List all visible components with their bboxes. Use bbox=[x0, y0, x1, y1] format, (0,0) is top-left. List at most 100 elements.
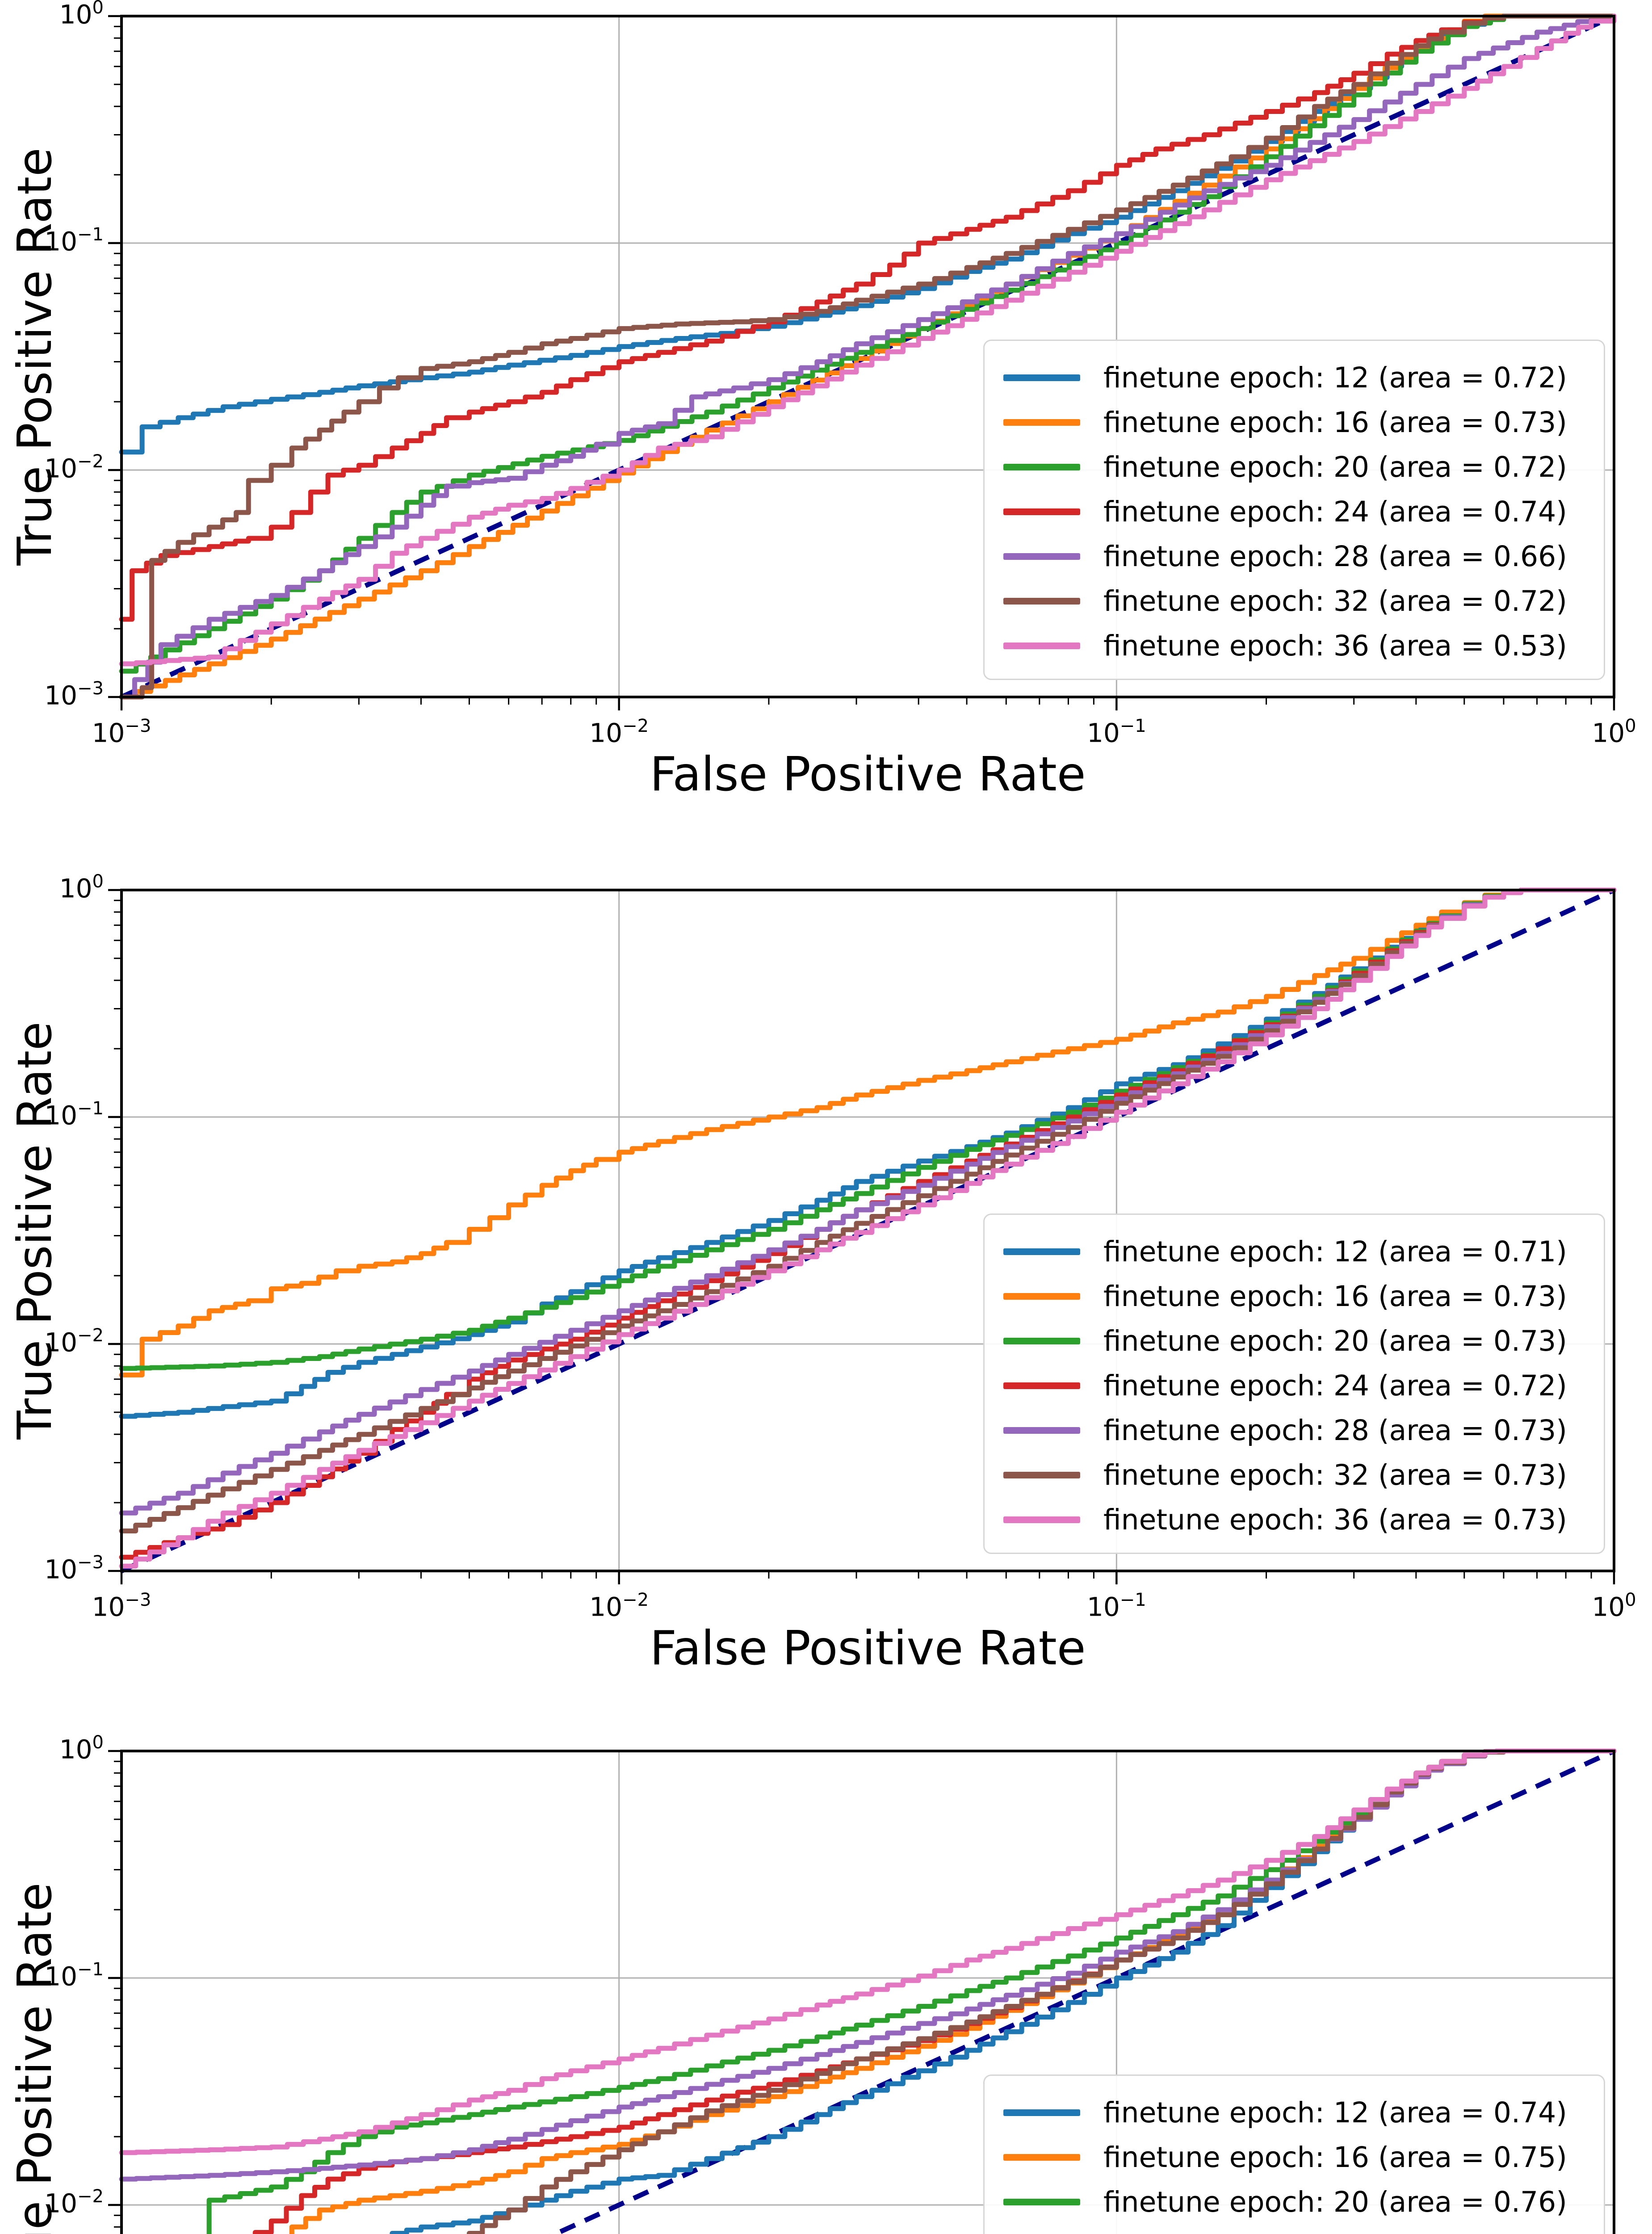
x-tick-label: 10−3 bbox=[92, 1590, 151, 1622]
legend-line-swatch bbox=[1003, 463, 1080, 470]
legend-entry-label: finetune epoch: 36 (area = 0.53) bbox=[1103, 629, 1567, 662]
x-tick-label: 100 bbox=[1592, 1590, 1636, 1622]
x-axis-label: False Positive Rate bbox=[650, 1621, 1086, 1676]
legend-entry-label: finetune epoch: 28 (area = 0.73) bbox=[1103, 1414, 1567, 1447]
x-tick-label: 10−2 bbox=[589, 1590, 649, 1622]
legend-entry: finetune epoch: 32 (area = 0.72) bbox=[1003, 579, 1599, 623]
legend-entry: finetune epoch: 12 (area = 0.74) bbox=[1003, 2090, 1599, 2135]
legend-entry: finetune epoch: 36 (area = 0.73) bbox=[1003, 1497, 1599, 1542]
legend-line-swatch bbox=[1003, 2109, 1080, 2116]
legend-entry-label: finetune epoch: 16 (area = 0.73) bbox=[1103, 1280, 1567, 1313]
legend-entry-label: finetune epoch: 28 (area = 0.66) bbox=[1103, 540, 1567, 573]
x-tick-label: 10−1 bbox=[1086, 1590, 1146, 1622]
legend-line-swatch bbox=[1003, 508, 1080, 515]
legend: finetune epoch: 12 (area = 0.72) finetun… bbox=[983, 340, 1605, 680]
legend-entry-label: finetune epoch: 12 (area = 0.72) bbox=[1103, 361, 1567, 394]
roc-curve-epoch-28 bbox=[119, 887, 1617, 1516]
axes-spines bbox=[120, 1750, 1615, 2234]
x-tick-label: 10−3 bbox=[92, 716, 151, 748]
x-tick-label: 10−2 bbox=[589, 716, 649, 748]
chance-diagonal-line bbox=[549, 1748, 1615, 2234]
roc-curve-epoch-24 bbox=[119, 13, 1617, 622]
roc-plot-3 bbox=[108, 1748, 1617, 2234]
y-tick-label: 100 bbox=[59, 0, 104, 30]
legend-entry-label: finetune epoch: 20 (area = 0.76) bbox=[1103, 2185, 1567, 2218]
roc-curve-epoch-36 bbox=[119, 13, 1617, 667]
legend-entry: finetune epoch: 20 (area = 0.73) bbox=[1003, 1319, 1599, 1363]
legend-entry: finetune epoch: 28 (area = 0.73) bbox=[1003, 1408, 1599, 1453]
y-axis-label: True Positive Rate bbox=[8, 1021, 62, 1440]
legend: finetune epoch: 12 (area = 0.74) finetun… bbox=[983, 2074, 1605, 2234]
chance-diagonal-line bbox=[120, 887, 1615, 1574]
legend-line-swatch bbox=[1003, 1337, 1080, 1344]
legend-entry: finetune epoch: 12 (area = 0.71) bbox=[1003, 1229, 1599, 1274]
y-tick-label: 10−1 bbox=[44, 224, 104, 257]
legend-entry: finetune epoch: 12 (area = 0.72) bbox=[1003, 355, 1599, 400]
y-tick-label: 10−2 bbox=[44, 2186, 104, 2219]
x-axis-label: False Positive Rate bbox=[650, 747, 1086, 802]
legend-entry: finetune epoch: 20 (area = 0.76) bbox=[1003, 2179, 1599, 2224]
legend-line-swatch bbox=[1003, 2154, 1080, 2161]
axes-spines bbox=[120, 15, 1615, 698]
legend-line-swatch bbox=[1003, 597, 1080, 605]
legend-entry-label: finetune epoch: 32 (area = 0.73) bbox=[1103, 1458, 1567, 1491]
legend-entry-label: finetune epoch: 24 (area = 0.76) bbox=[1103, 2230, 1567, 2234]
legend-entry-label: finetune epoch: 36 (area = 0.73) bbox=[1103, 1503, 1567, 1536]
roc-curve-epoch-36 bbox=[119, 1748, 1617, 2155]
legend-line-swatch bbox=[1003, 553, 1080, 560]
legend-entry-label: finetune epoch: 12 (area = 0.74) bbox=[1103, 2096, 1567, 2129]
legend-entry: finetune epoch: 28 (area = 0.66) bbox=[1003, 534, 1599, 579]
roc-curve-epoch-32 bbox=[466, 1748, 1617, 2234]
roc-curve-epoch-20 bbox=[119, 887, 1617, 1371]
legend-entry: finetune epoch: 36 (area = 0.53) bbox=[1003, 623, 1599, 668]
legend-entry: finetune epoch: 16 (area = 0.75) bbox=[1003, 2135, 1599, 2179]
legend-entry-label: finetune epoch: 20 (area = 0.73) bbox=[1103, 1324, 1567, 1357]
y-tick-label: 100 bbox=[59, 1732, 104, 1765]
roc-curve-epoch-28 bbox=[119, 13, 1617, 700]
legend-line-swatch bbox=[1003, 1248, 1080, 1255]
legend-entry-label: finetune epoch: 12 (area = 0.71) bbox=[1103, 1235, 1567, 1268]
roc-curve-epoch-16 bbox=[289, 1748, 1617, 2234]
legend-line-swatch bbox=[1003, 2198, 1080, 2205]
legend-line-swatch bbox=[1003, 1427, 1080, 1434]
y-tick-label: 10−1 bbox=[44, 1959, 104, 1992]
legend-entry: finetune epoch: 16 (area = 0.73) bbox=[1003, 1274, 1599, 1319]
legend-line-swatch bbox=[1003, 1516, 1080, 1523]
legend-entry: finetune epoch: 20 (area = 0.72) bbox=[1003, 445, 1599, 489]
y-tick-label: 10−2 bbox=[44, 1325, 104, 1358]
legend-line-swatch bbox=[1003, 1293, 1080, 1300]
legend-entry-label: finetune epoch: 24 (area = 0.74) bbox=[1103, 495, 1567, 528]
y-axis-label: True Positive Rate bbox=[8, 1882, 62, 2234]
legend-entry: finetune epoch: 32 (area = 0.73) bbox=[1003, 1453, 1599, 1497]
legend-entry: finetune epoch: 24 (area = 0.72) bbox=[1003, 1363, 1599, 1408]
legend-entry-label: finetune epoch: 24 (area = 0.72) bbox=[1103, 1369, 1567, 1402]
roc-curve-epoch-12 bbox=[119, 887, 1617, 1419]
y-axis-label: True Positive Rate bbox=[8, 147, 62, 566]
chance-diagonal-line bbox=[120, 13, 1615, 700]
legend-entry-label: finetune epoch: 16 (area = 0.73) bbox=[1103, 406, 1567, 439]
legend-line-swatch bbox=[1003, 642, 1080, 649]
legend-entry-label: finetune epoch: 20 (area = 0.72) bbox=[1103, 450, 1567, 483]
legend-entry: finetune epoch: 24 (area = 0.74) bbox=[1003, 489, 1599, 534]
roc-curve-epoch-20 bbox=[119, 13, 1617, 674]
y-tick-label: 10−2 bbox=[44, 451, 104, 484]
y-tick-label: 10−1 bbox=[44, 1098, 104, 1131]
legend-entry-label: finetune epoch: 16 (area = 0.75) bbox=[1103, 2141, 1567, 2174]
legend-entry-label: finetune epoch: 32 (area = 0.72) bbox=[1103, 584, 1567, 617]
legend: finetune epoch: 12 (area = 0.71) finetun… bbox=[983, 1214, 1605, 1554]
y-tick-label: 10−3 bbox=[44, 678, 104, 711]
y-tick-label: 10−3 bbox=[44, 1552, 104, 1585]
roc-curve-epoch-36 bbox=[119, 887, 1617, 1569]
roc-plot-2 bbox=[108, 887, 1617, 1584]
legend-line-swatch bbox=[1003, 419, 1080, 426]
x-tick-label: 10−1 bbox=[1086, 716, 1146, 748]
legend-line-swatch bbox=[1003, 1382, 1080, 1389]
roc-plot-1 bbox=[108, 13, 1617, 710]
y-tick-label: 100 bbox=[59, 871, 104, 904]
roc-curve-epoch-16 bbox=[119, 887, 1617, 1377]
legend-line-swatch bbox=[1003, 374, 1080, 381]
roc-curve-epoch-32 bbox=[119, 13, 1617, 700]
axes-spines bbox=[120, 889, 1615, 1572]
x-tick-label: 100 bbox=[1592, 716, 1636, 748]
